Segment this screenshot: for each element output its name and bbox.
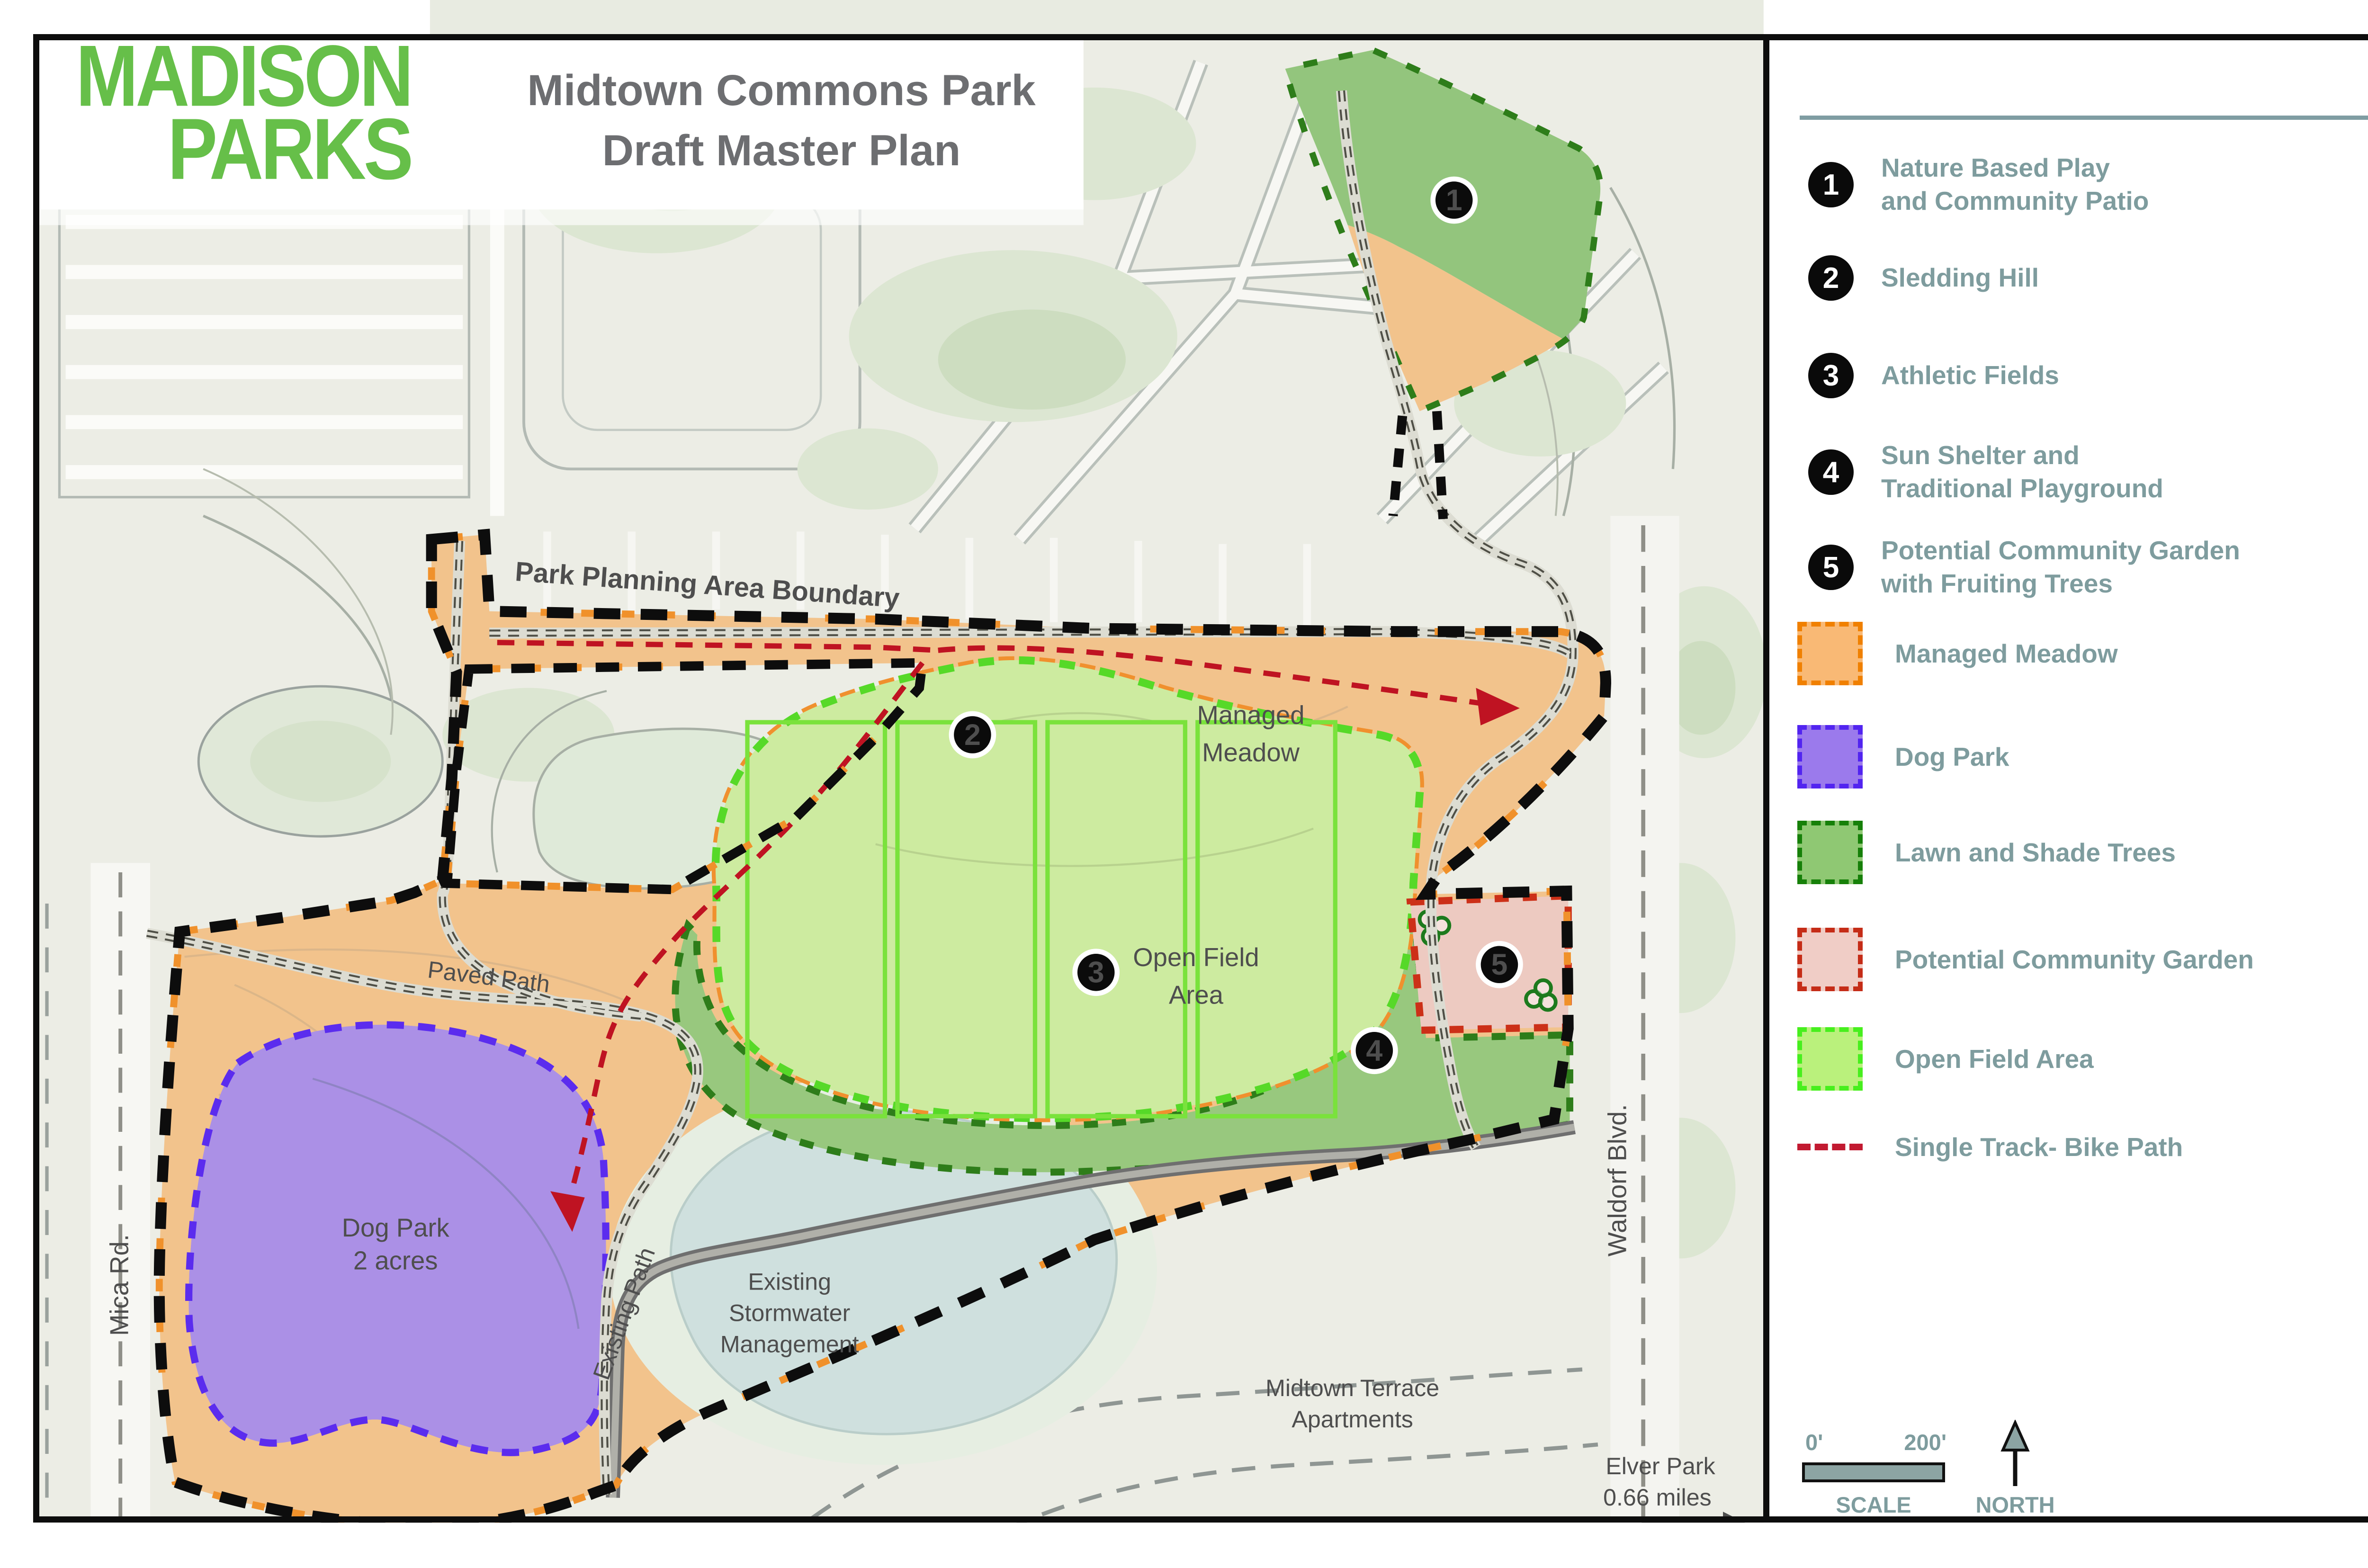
community-garden-swatch bbox=[1797, 928, 1863, 991]
svg-text:0.66 miles: 0.66 miles bbox=[1603, 1484, 1712, 1511]
legend-marker-1: 1 bbox=[1808, 162, 1854, 207]
bike-path-arrows bbox=[550, 688, 1520, 1232]
svg-text:Area: Area bbox=[1169, 980, 1224, 1009]
map-markers: 1 2 3 4 5 bbox=[949, 176, 1523, 1075]
legend-area-lawn: Lawn and Shade Trees bbox=[1797, 821, 2368, 884]
athletic-field-outlines bbox=[745, 720, 1337, 1119]
page-title: Midtown Commons Park Draft Master Plan bbox=[527, 66, 1036, 175]
svg-text:3: 3 bbox=[1088, 956, 1104, 989]
legend-item-4: 4 Sun Shelter and Traditional Playground bbox=[1808, 437, 2368, 508]
plan-map: Park Planning Area Boundary Managed Mead… bbox=[0, 0, 1790, 1568]
dog-park-label: Dog Park bbox=[342, 1213, 450, 1242]
legend-divider-rule bbox=[1800, 116, 2368, 120]
scale-zero-label: 0' bbox=[1805, 1430, 1823, 1455]
marker-4: 4 bbox=[1351, 1027, 1398, 1075]
lawn-swatch bbox=[1797, 821, 1863, 884]
dog-park-contour bbox=[312, 1077, 580, 1329]
svg-text:Apartments: Apartments bbox=[1292, 1406, 1413, 1433]
svg-text:5: 5 bbox=[1491, 948, 1508, 981]
legend-marker-3: 3 bbox=[1808, 353, 1854, 398]
legend-area-community-garden: Potential Community Garden bbox=[1797, 928, 2368, 991]
marker-5: 5 bbox=[1476, 941, 1523, 988]
svg-text:Stormwater: Stormwater bbox=[729, 1299, 850, 1326]
managed-meadow-label: Managed bbox=[1197, 700, 1305, 729]
svg-text:Meadow: Meadow bbox=[1202, 738, 1300, 767]
scale-bar bbox=[1802, 1462, 1945, 1482]
bike-path-swatch bbox=[1797, 1144, 1863, 1150]
paths bbox=[147, 90, 1573, 1494]
mica-rd-label: Mica Rd. bbox=[105, 1234, 134, 1336]
legend-marker-4: 4 bbox=[1808, 449, 1854, 495]
marker-2: 2 bbox=[949, 711, 996, 759]
existing-road bbox=[606, 1120, 1576, 1498]
open-field-label: Open Field bbox=[1133, 943, 1259, 972]
legend-area-managed-meadow: Managed Meadow bbox=[1797, 622, 2368, 685]
marker-1: 1 bbox=[1430, 176, 1478, 224]
managed-meadow-swatch bbox=[1797, 622, 1863, 685]
page-margins bbox=[0, 0, 1790, 1568]
north-label: NORTH bbox=[1975, 1492, 2055, 1517]
legend-marker-2: 2 bbox=[1808, 255, 1854, 301]
legend-item-1: 1 Nature Based Play and Community Patio bbox=[1808, 149, 2368, 220]
svg-text:2 acres: 2 acres bbox=[353, 1246, 438, 1275]
waldorf-blvd-label: Waldorf Blvd. bbox=[1603, 1104, 1632, 1256]
madison-parks-logo: MADISON PARKS bbox=[50, 27, 413, 198]
svg-text:4: 4 bbox=[1366, 1034, 1382, 1067]
north-parcel-meadow bbox=[1347, 225, 1564, 412]
apartments-label: Midtown Terrace bbox=[1265, 1375, 1439, 1401]
svg-text:1: 1 bbox=[1446, 184, 1462, 217]
elver-park-label: Elver Park bbox=[1606, 1453, 1715, 1479]
scale-200-label: 200' bbox=[1904, 1430, 1946, 1455]
logo-line-1: MADISON bbox=[76, 27, 413, 125]
north-arrow-icon bbox=[2000, 1420, 2030, 1486]
stormwater-label: Existing bbox=[748, 1268, 831, 1295]
open-field-swatch bbox=[1797, 1027, 1863, 1091]
bike-path bbox=[497, 640, 1483, 1201]
svg-text:2: 2 bbox=[964, 718, 981, 752]
scale-label: SCALE bbox=[1836, 1492, 1911, 1517]
legend-item-5: 5 Potential Community Garden with Fruiti… bbox=[1808, 532, 2368, 603]
legend-marker-5: 5 bbox=[1808, 545, 1854, 590]
map-sidebar-divider bbox=[1763, 34, 1769, 1523]
legend-area-open-field: Open Field Area bbox=[1797, 1027, 2368, 1091]
legend-item-2: 2 Sledding Hill bbox=[1808, 242, 2368, 314]
legend-area-dog-park: Dog Park bbox=[1797, 725, 2368, 788]
svg-text:Management: Management bbox=[720, 1331, 859, 1357]
legend-area-bike-path: Single Track- Bike Path bbox=[1797, 1116, 2368, 1178]
waldorf-road bbox=[1610, 516, 1679, 1526]
marker-3: 3 bbox=[1072, 949, 1120, 996]
logo-line-2: PARKS bbox=[167, 100, 413, 198]
dog-park-swatch bbox=[1797, 725, 1863, 788]
title-backdrop bbox=[33, 34, 1084, 210]
mica-road bbox=[90, 863, 150, 1526]
north-parcel-neck bbox=[1388, 411, 1448, 520]
legend-item-3: 3 Athletic Fields bbox=[1808, 340, 2368, 411]
